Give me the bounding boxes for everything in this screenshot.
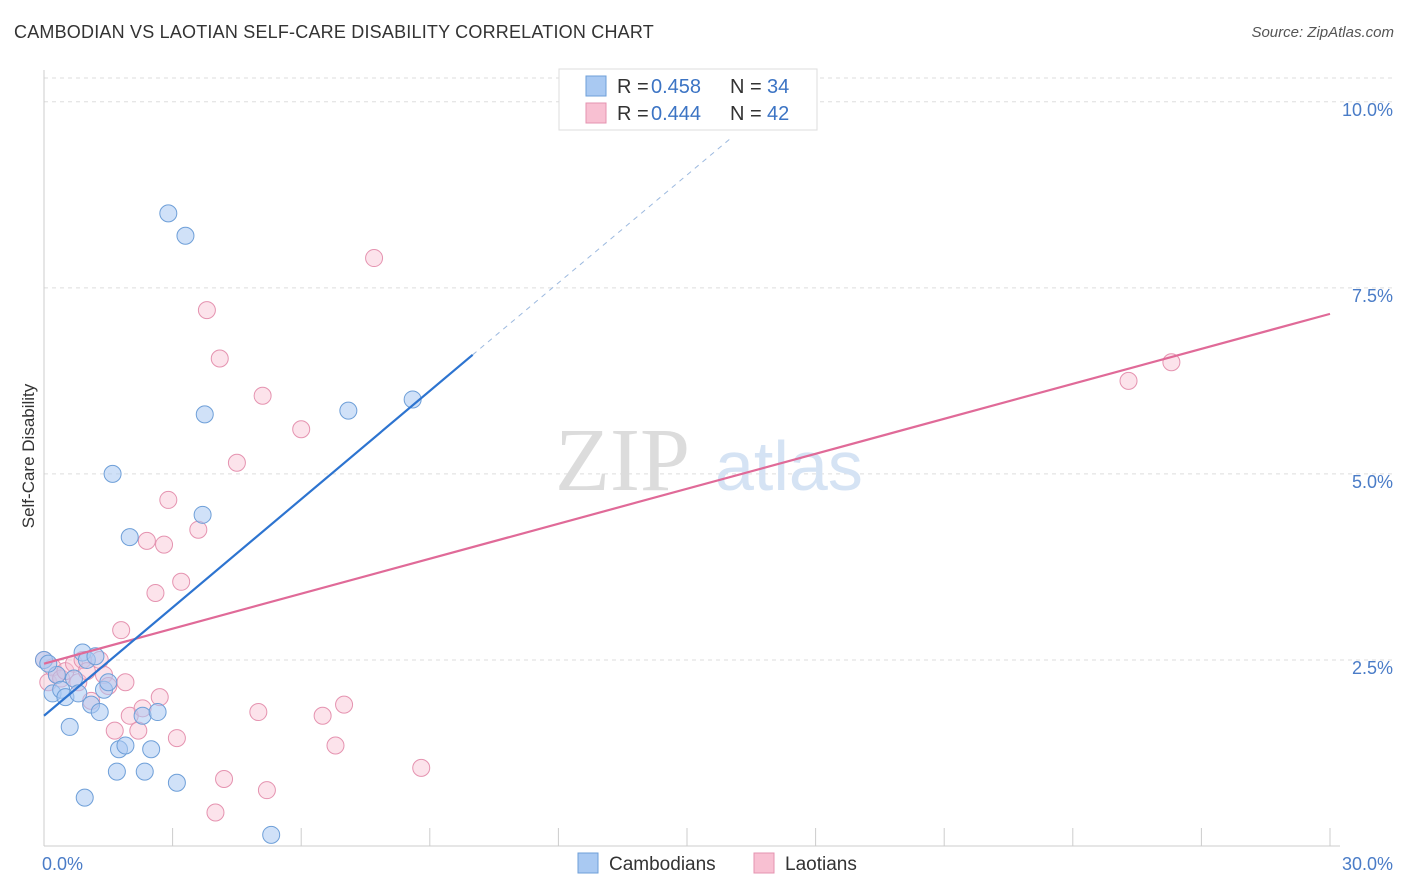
x-tick-label-min: 0.0% (42, 854, 83, 874)
cambodians-point (116, 736, 135, 755)
laotians-point (292, 420, 311, 439)
y-axis-title: Self-Care Disability (19, 383, 38, 528)
trend-lines (43, 138, 1331, 717)
cambodians-point (142, 740, 161, 759)
legend-r-value-2: 0.444 (651, 103, 701, 125)
zipatlas-watermark: ZIP atlas (555, 411, 863, 510)
cambodians-trend-extension (472, 138, 731, 356)
legend-r-label-2: R = (617, 103, 649, 125)
y-tick-label: 10.0% (1342, 100, 1393, 120)
laotians-point (150, 688, 169, 707)
bottom-legend-label-cambodians: Cambodians (609, 854, 716, 875)
laotians-point (313, 706, 332, 725)
axes (43, 70, 1340, 847)
legend-n-label-1: N = (730, 76, 762, 98)
legend-swatch-laotians (585, 102, 607, 124)
watermark-atlas: atlas (715, 427, 863, 505)
cambodians-point (39, 654, 58, 673)
cambodians-point (193, 505, 212, 524)
legend-n-value-1: 34 (767, 76, 789, 98)
laotians-point (172, 572, 191, 591)
cambodians-trend-line (43, 353, 474, 717)
laotians-point (1119, 371, 1138, 390)
laotians-point (412, 758, 431, 777)
grid-lines (44, 77, 1392, 661)
chart-title: CAMBODIAN VS LAOTIAN SELF-CARE DISABILIT… (14, 22, 654, 42)
cambodians-point (75, 788, 94, 807)
laotians-point (159, 490, 178, 509)
cambodians-point (159, 204, 178, 223)
laotians-points (35, 249, 1181, 822)
cambodians-point (90, 703, 109, 722)
laotians-point (137, 531, 156, 550)
y-tick-label: 7.5% (1352, 286, 1393, 306)
bottom-legend-swatch-cambodians (577, 852, 599, 874)
y-tick-label: 2.5% (1352, 658, 1393, 678)
cambodians-point (103, 464, 122, 483)
legend-r-value-1: 0.458 (651, 76, 701, 98)
laotians-point (326, 736, 345, 755)
cambodians-point (60, 717, 79, 736)
laotians-point (112, 621, 131, 640)
legend-swatch-cambodians (585, 75, 607, 97)
cambodians-point (167, 773, 186, 792)
cambodians-point (99, 673, 118, 692)
laotians-point (105, 721, 124, 740)
cambodians-point (176, 226, 195, 245)
bottom-legend: Cambodians Laotians (577, 852, 857, 875)
cambodians-points (35, 204, 422, 844)
cambodians-point (133, 706, 152, 725)
bottom-legend-label-laotians: Laotians (785, 854, 857, 875)
legend-r-label-1: R = (617, 76, 649, 98)
cambodians-point (148, 703, 167, 722)
laotians-point (155, 535, 174, 554)
bottom-legend-swatch-laotians (753, 852, 775, 874)
legend-n-value-2: 42 (767, 103, 789, 125)
laotians-point (206, 803, 225, 822)
cambodians-point (262, 825, 281, 844)
laotians-point (129, 721, 148, 740)
laotians-point (257, 781, 276, 800)
legend-n-label-2: N = (730, 103, 762, 125)
cambodians-point (86, 647, 105, 666)
watermark-zip: ZIP (555, 411, 690, 510)
laotians-point (227, 453, 246, 472)
tick-labels: 2.5% 5.0% 7.5% 10.0% 0.0% 30.0% (42, 100, 1393, 874)
laotians-point (215, 770, 234, 789)
cambodians-point (107, 762, 126, 781)
cambodians-point (195, 405, 214, 424)
laotians-point (146, 583, 165, 602)
laotians-point (116, 673, 135, 692)
laotians-point (189, 520, 208, 539)
laotians-point (365, 249, 384, 268)
laotians-point (210, 349, 229, 368)
laotians-point (167, 729, 186, 748)
cambodians-point (120, 528, 139, 547)
laotians-point (253, 386, 272, 405)
laotians-trend-line (43, 312, 1331, 665)
source-label: Source: ZipAtlas.com (1251, 24, 1394, 41)
y-tick-label: 5.0% (1352, 472, 1393, 492)
laotians-point (197, 301, 216, 320)
laotians-point (335, 695, 354, 714)
x-tick-label-max: 30.0% (1342, 854, 1393, 874)
cambodians-point (135, 762, 154, 781)
top-legend: R = 0.458 N = 34 R = 0.444 N = 42 (558, 68, 818, 131)
laotians-point (249, 703, 268, 722)
cambodians-point (339, 401, 358, 420)
